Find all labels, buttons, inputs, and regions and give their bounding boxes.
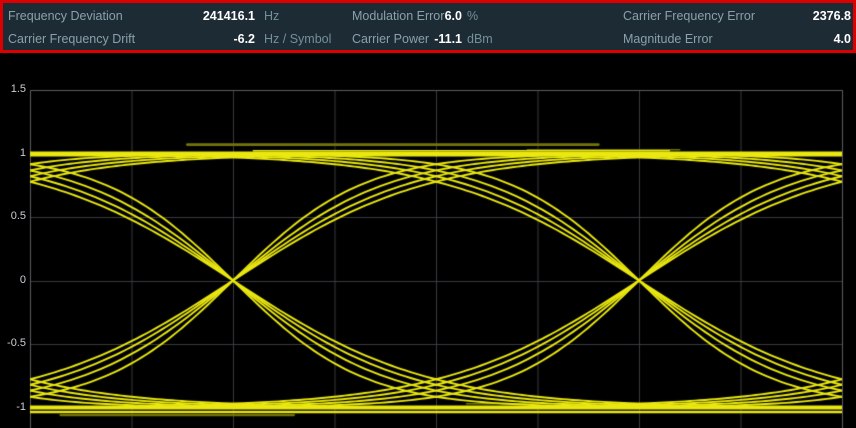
eye-diagram-window[interactable]: 1.5 1 0.5 0 -0.5 -1 <box>0 53 856 428</box>
eye-diagram-canvas <box>0 53 856 428</box>
result-unit: Hz / Symbol <box>264 32 332 46</box>
result-value: -6.2 <box>233 32 255 46</box>
result-value: 4.0 <box>833 32 851 46</box>
result-value: 2376.8 <box>812 9 851 23</box>
result-summary-table: Frequency Deviation 241416.1 Hz Modulati… <box>0 0 856 53</box>
result-value: 241416.1 <box>202 9 255 23</box>
result-label: Frequency Deviation <box>8 9 123 23</box>
result-label: Magnitude Error <box>623 32 713 46</box>
result-value: -11.1 <box>434 32 462 46</box>
result-value: 6.0 <box>444 9 462 23</box>
result-unit: Hz <box>264 9 280 23</box>
result-label: Carrier Frequency Drift <box>8 32 136 46</box>
y-axis-tick-label: 0 <box>19 273 26 286</box>
result-unit: % <box>467 9 479 23</box>
y-axis-tick-label: 0.5 <box>10 210 26 222</box>
y-axis-tick-label: 1.5 <box>10 83 26 95</box>
y-axis-tick-label: -1 <box>16 400 26 413</box>
y-axis-tick-label: 1 <box>19 146 26 159</box>
result-label: Modulation Error <box>352 9 445 23</box>
result-unit: dBm <box>467 32 493 46</box>
result-label: Carrier Power <box>352 32 430 46</box>
y-axis-tick-label: -0.5 <box>7 337 26 349</box>
result-label: Carrier Frequency Error <box>623 9 755 23</box>
